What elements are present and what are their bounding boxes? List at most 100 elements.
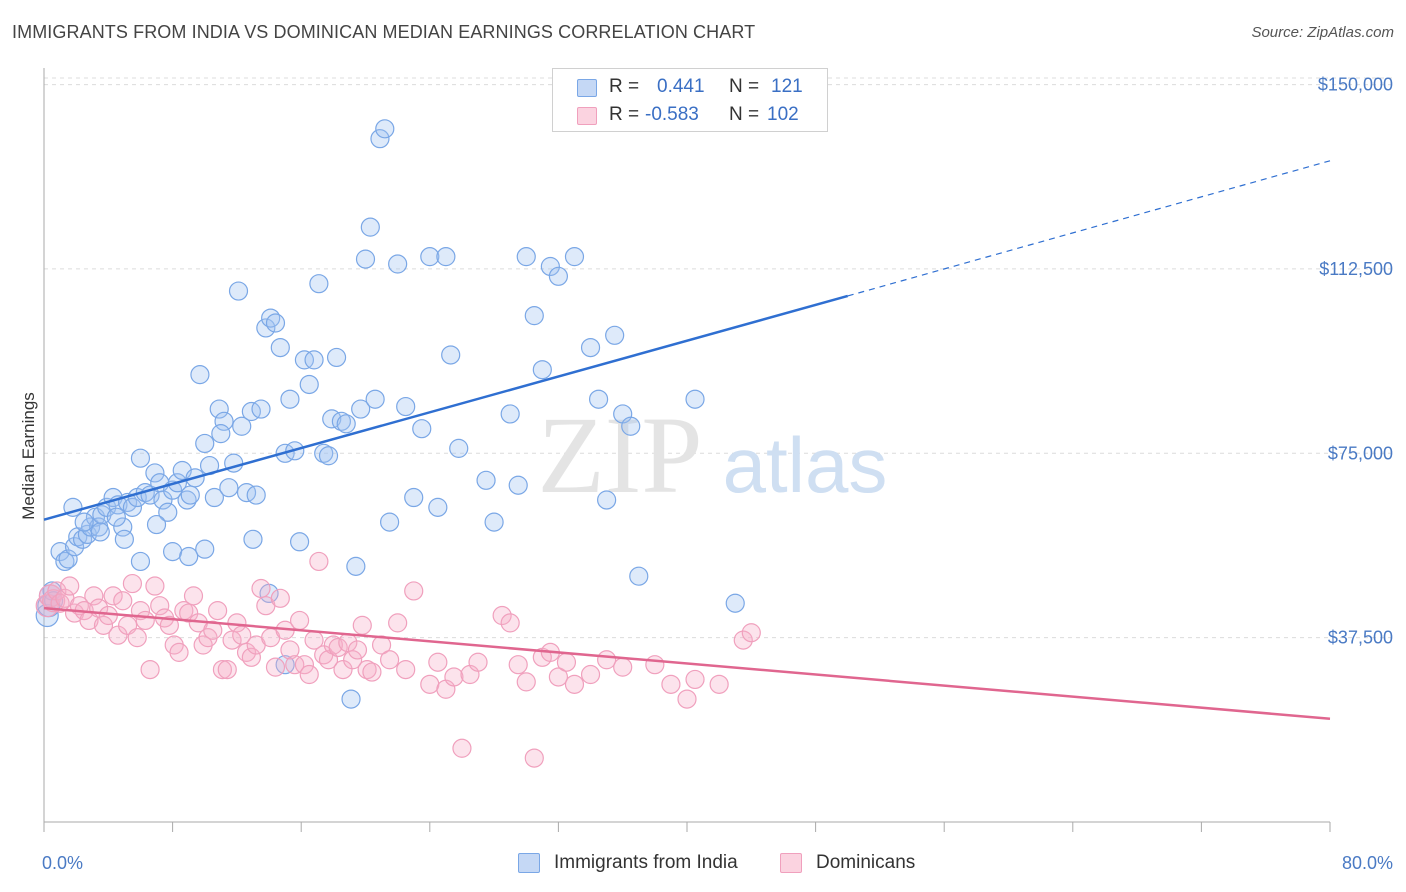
dominican-point xyxy=(127,628,147,648)
dominican-point xyxy=(140,659,160,680)
dominican-point xyxy=(508,655,528,675)
bottom-legend-label-india: Immigrants from India xyxy=(554,852,738,873)
india-point xyxy=(508,475,528,495)
legend-swatch-india xyxy=(577,79,597,97)
india-point xyxy=(280,389,300,409)
india-point xyxy=(365,389,385,409)
india-trend-line xyxy=(43,294,849,521)
india-point xyxy=(532,360,552,380)
india-point xyxy=(420,247,440,267)
dominican-point xyxy=(661,674,681,694)
india-point xyxy=(428,497,448,517)
india-point xyxy=(74,512,94,532)
dominican-point xyxy=(380,650,400,670)
y-tick-label: $37,500 xyxy=(1328,628,1393,648)
axis-labels: $37,500 $75,000 $112,500 $150,000 0.0% 80.0% M… xyxy=(19,75,1393,873)
dominican-point xyxy=(183,586,204,606)
india-point xyxy=(370,129,390,149)
legend-r-value: -0.583 xyxy=(645,104,699,125)
india-point xyxy=(484,512,504,532)
india-point xyxy=(243,529,263,549)
india-point xyxy=(106,507,126,527)
dominican-point xyxy=(103,586,123,606)
dominican-point xyxy=(113,591,133,611)
dominican-point xyxy=(251,578,271,599)
india-point xyxy=(396,396,416,417)
india-point xyxy=(449,438,469,458)
dominican-point xyxy=(500,613,520,633)
bottom-legend-swatch-india xyxy=(518,853,540,873)
x-tick-label: 0.0% xyxy=(42,853,83,873)
legend-r-value: 0.441 xyxy=(657,76,705,97)
dominican-point xyxy=(108,625,128,645)
dominican-point xyxy=(47,581,67,601)
dominican-point xyxy=(564,674,585,694)
india-point xyxy=(130,448,151,468)
india-point xyxy=(436,247,456,267)
dominican-point xyxy=(492,605,512,626)
india-point xyxy=(524,306,544,326)
india-point xyxy=(58,549,78,569)
dominican-point xyxy=(265,657,286,677)
india-point xyxy=(605,325,625,345)
trend-lines xyxy=(43,160,1331,721)
dominican-point xyxy=(347,640,368,660)
dominican-point xyxy=(677,689,697,709)
bottom-legend-label-dominicans: Dominicans xyxy=(816,852,916,873)
dominican-point xyxy=(93,615,114,635)
bottom-legend-swatch-dominicans xyxy=(780,853,802,873)
india-point xyxy=(341,689,361,709)
dominican-point xyxy=(289,610,310,631)
y-tick-label: $75,000 xyxy=(1328,443,1393,463)
india-point xyxy=(326,347,347,368)
dominican-point xyxy=(84,586,104,606)
dominican-point xyxy=(404,581,424,601)
dominican-point xyxy=(516,672,536,692)
india-point xyxy=(294,350,315,370)
dominican-point xyxy=(733,630,753,650)
india-point xyxy=(629,566,649,586)
india-point xyxy=(163,542,183,562)
india-point xyxy=(90,522,110,542)
india-point xyxy=(153,490,173,510)
india-point xyxy=(318,446,339,466)
india-point xyxy=(299,374,319,395)
dominican-point xyxy=(159,615,179,635)
dominican-point xyxy=(60,576,80,596)
dominican-point xyxy=(122,573,143,594)
legend: R = 0.441 N = 121 R = -0.583 N = 102 xyxy=(552,68,828,132)
dominican-point xyxy=(343,650,363,670)
india-point xyxy=(246,485,266,505)
dominican-point xyxy=(150,596,170,616)
india-point xyxy=(725,593,745,613)
india-point xyxy=(81,517,101,537)
india-point xyxy=(256,318,276,338)
dominican-point xyxy=(548,667,569,687)
dominican-point xyxy=(212,659,233,680)
india-point xyxy=(158,502,178,522)
dominican-point xyxy=(524,748,544,768)
india-point xyxy=(441,345,461,365)
india-point xyxy=(580,337,601,358)
legend-n-label: N = xyxy=(729,76,760,97)
dominican-point xyxy=(299,664,319,685)
dominican-point xyxy=(452,738,472,758)
india-point xyxy=(265,313,286,333)
india-point xyxy=(516,247,536,267)
india-point xyxy=(309,274,329,294)
dominican-point xyxy=(352,615,372,635)
india-point xyxy=(179,546,199,567)
india-point xyxy=(351,399,371,419)
dominican-point xyxy=(741,623,761,643)
dominican-point xyxy=(309,551,329,572)
dominican-point xyxy=(98,605,118,626)
india-point xyxy=(540,256,560,277)
india-point xyxy=(404,487,424,508)
dominican-point xyxy=(135,610,155,631)
india-point xyxy=(346,556,366,576)
india-point xyxy=(388,254,408,274)
dominican-point xyxy=(613,657,633,677)
dominican-point xyxy=(169,642,189,662)
dominican-point xyxy=(444,667,464,687)
